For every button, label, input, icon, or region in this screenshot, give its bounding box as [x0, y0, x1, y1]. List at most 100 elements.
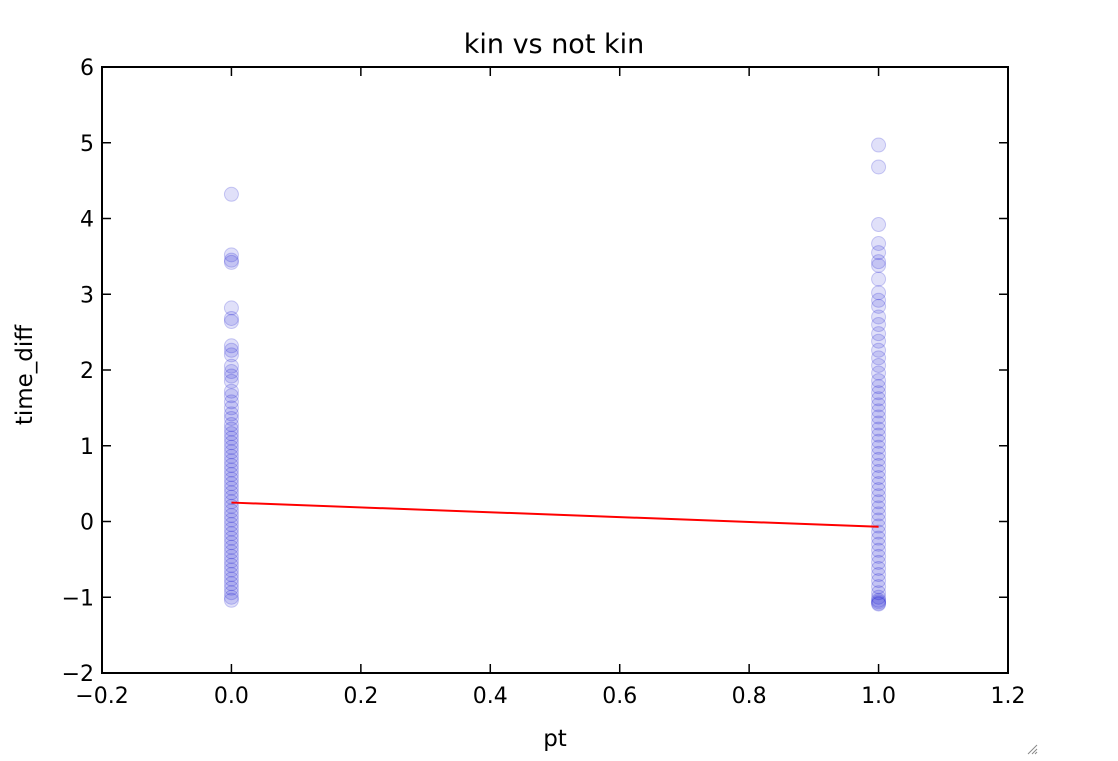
x-tick-label: 0.2: [343, 684, 378, 709]
scatter-point: [223, 444, 239, 460]
scatter-point: [871, 373, 887, 389]
scatter-point: [871, 385, 887, 401]
scatter-point: [223, 557, 239, 573]
scatter-point: [871, 494, 887, 510]
scatter-point: [871, 285, 887, 301]
scatter-point: [223, 462, 239, 478]
scatter-point: [871, 427, 887, 443]
scatter-point: [223, 503, 239, 519]
scatter-point: [223, 562, 239, 578]
scatter-point: [871, 506, 887, 522]
scatter-point: [223, 338, 239, 354]
scatter-point: [871, 596, 887, 612]
scatter-point: [223, 589, 239, 605]
scatter-point: [223, 426, 239, 442]
scatter-point: [871, 573, 887, 589]
scatter-point: [223, 314, 239, 330]
x-tick-label: 0.4: [473, 684, 508, 709]
scatter-point: [871, 594, 887, 610]
scatter-point: [223, 544, 239, 560]
scatter-point: [871, 245, 887, 261]
scatter-point: [871, 350, 887, 366]
scatter-point: [223, 358, 239, 374]
scatter-point: [871, 585, 887, 601]
scatter-point: [871, 567, 887, 583]
scatter-point: [223, 247, 239, 263]
scatter-point: [223, 457, 239, 473]
scatter-point: [871, 254, 887, 270]
y-tick-label: 3: [80, 283, 94, 308]
scatter-point: [871, 257, 887, 273]
scatter-point: [223, 430, 239, 446]
y-tick-label: 4: [80, 208, 94, 233]
scatter-point: [223, 517, 239, 533]
scatter-point: [871, 589, 887, 605]
scatter-point: [223, 439, 239, 455]
scatter-point: [223, 254, 239, 270]
scatter-point: [223, 186, 239, 202]
scatter-point: [871, 317, 887, 333]
scatter-point: [871, 530, 887, 546]
scatter-point: [871, 235, 887, 251]
axis-tick-labels: −0.2 0.0 0.2 0.4 0.6 0.8 1.0 1.2 −2 −1 0 1 2 3 4 5 6: [62, 56, 1026, 709]
x-axis-label: pt: [543, 726, 567, 752]
scatter-point: [871, 415, 887, 431]
y-tick-label: 2: [80, 359, 94, 384]
scatter-point: [223, 383, 239, 399]
scatter-point: [871, 333, 887, 349]
scatter-point: [871, 592, 887, 608]
scatter-point: [871, 524, 887, 540]
scatter-point: [223, 535, 239, 551]
scatter-point: [871, 397, 887, 413]
scatter-point: [223, 507, 239, 523]
y-tick-label: −2: [62, 662, 94, 687]
scatter-point: [871, 595, 887, 611]
scatter-point: [223, 467, 239, 483]
scatter-point: [871, 542, 887, 558]
scatter-point: [223, 400, 239, 416]
scatter-point: [871, 554, 887, 570]
x-tick-label: 0.8: [732, 684, 767, 709]
scatter-point: [223, 480, 239, 496]
y-axis-label: time_diff: [12, 324, 38, 425]
resize-grip-icon[interactable]: [1026, 743, 1038, 755]
scatter-point: [223, 421, 239, 437]
scatter-point: [223, 471, 239, 487]
scatter-point: [223, 448, 239, 464]
plot-frame: [101, 66, 1009, 674]
scatter-point: [223, 553, 239, 569]
scatter-point: [223, 388, 239, 404]
scatter-point: [871, 309, 887, 325]
scatter-point: [871, 470, 887, 486]
scatter-point: [223, 521, 239, 537]
scatter-point: [223, 485, 239, 501]
scatter-point: [871, 217, 887, 233]
scatter-point: [871, 379, 887, 395]
chart-title: kin vs not kin: [464, 29, 645, 60]
scatter-point: [223, 373, 239, 389]
scatter-point: [223, 406, 239, 422]
scatter-point: [223, 592, 239, 608]
scatter-point: [223, 300, 239, 316]
scatter-point: [223, 539, 239, 555]
scatter-point: [871, 326, 887, 342]
y-tick-label: 1: [80, 435, 94, 460]
scatter-point: [223, 494, 239, 510]
scatter-point: [223, 530, 239, 546]
scatter-point: [223, 580, 239, 596]
scatter-point: [871, 365, 887, 381]
scatter-point: [223, 252, 239, 268]
scatter-point: [871, 439, 887, 455]
scatter-point: [871, 159, 887, 175]
y-tick-label: −1: [62, 586, 94, 611]
scatter-point: [223, 310, 239, 326]
scatter-point: [871, 445, 887, 461]
y-tick-label: 6: [80, 56, 94, 81]
scatter-point: [871, 137, 887, 153]
scatter-point: [871, 512, 887, 528]
scatter-point: [871, 457, 887, 473]
scatter-point: [223, 347, 239, 363]
scatter-point: [871, 476, 887, 492]
scatter-point: [223, 576, 239, 592]
